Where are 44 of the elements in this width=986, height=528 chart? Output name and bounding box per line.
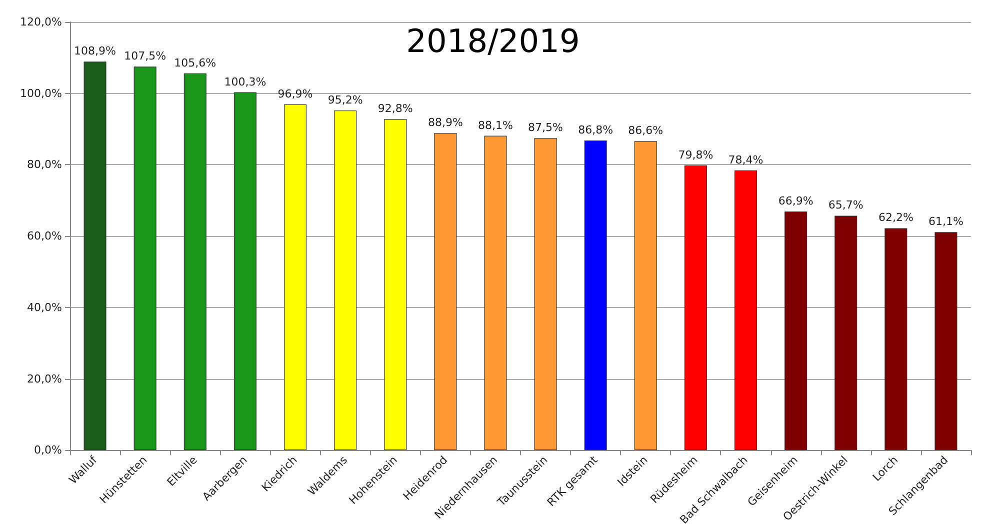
data-label: 108,9%: [74, 44, 116, 58]
bar: [334, 110, 357, 450]
bar: [84, 62, 106, 450]
data-label: 105,6%: [174, 56, 216, 70]
data-label: 78,4%: [728, 153, 764, 166]
y-tick-label: 120,0%: [20, 16, 62, 28]
chart-title: 2018/2019: [406, 22, 580, 60]
bar: [484, 136, 507, 450]
bar: [234, 92, 256, 450]
data-label: 86,6%: [628, 124, 664, 138]
y-tick-label: 20,0%: [27, 372, 62, 386]
data-label: 62,2%: [878, 211, 914, 224]
data-label: 65,7%: [828, 198, 864, 212]
y-tick-label: 80,0%: [27, 158, 62, 172]
data-label: 96,9%: [278, 87, 313, 100]
bar: [384, 119, 407, 450]
bar: [134, 66, 156, 450]
bar: [884, 228, 908, 450]
data-label: 88,9%: [428, 116, 463, 129]
bar: [434, 132, 457, 450]
bar: [834, 216, 858, 450]
bar: [534, 138, 557, 450]
data-label: 88,1%: [478, 118, 513, 132]
bar: [934, 232, 958, 450]
bar: [684, 165, 707, 450]
bar: [784, 211, 808, 450]
data-label: 107,5%: [124, 50, 166, 63]
y-tick-label: 100,0%: [20, 86, 62, 100]
data-label: 86,8%: [578, 123, 614, 136]
y-tick-label: 60,0%: [27, 230, 62, 243]
data-label: 66,9%: [778, 194, 814, 208]
bar: [184, 73, 206, 450]
y-tick-label: 40,0%: [27, 300, 62, 314]
data-label: 87,5%: [528, 120, 564, 134]
data-label: 61,1%: [928, 215, 964, 228]
data-label: 100,3%: [224, 75, 266, 88]
data-label: 92,8%: [378, 102, 413, 116]
bar: [584, 140, 607, 450]
y-tick-label: 0,0%: [34, 444, 62, 457]
bar: [734, 170, 758, 450]
bar: [634, 141, 657, 450]
data-label: 79,8%: [678, 148, 714, 162]
data-label: 95,2%: [328, 93, 363, 106]
bar: [284, 104, 307, 450]
